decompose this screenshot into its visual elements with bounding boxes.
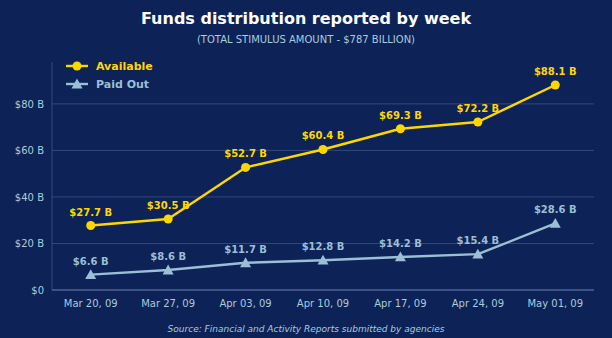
marker [550,218,561,228]
x-tick-label: Apr 03, 09 [219,298,271,309]
data-label: $27.7 B [69,207,112,218]
data-label: $28.6 B [534,204,577,215]
y-axis: $0 $20 B $40 B $60 B $80 B [15,62,594,296]
x-tick-label: Apr 17, 09 [374,298,426,309]
data-label: $12.8 B [302,241,345,252]
plot-area [85,81,561,280]
marker [395,251,406,261]
x-axis-line [52,290,594,291]
data-label: $60.4 B [302,130,345,141]
marker [163,264,174,274]
marker [396,124,405,133]
y-tick-label: $0 [31,285,44,296]
title: Funds distribution reported by week [141,9,471,28]
x-tick-label: May 01, 09 [527,298,583,309]
line [91,85,556,226]
marker [241,163,250,172]
marker [240,257,251,267]
marker [472,249,483,259]
data-label: $6.6 B [73,256,109,267]
legend-marker [73,62,82,71]
marker [473,118,482,127]
legend: Available Paid Out [66,60,153,91]
data-label: $30.5 B [147,200,190,211]
data-labels: $27.7 B $30.5 B $52.7 B $60.4 B $69.3 B $72.2… [69,66,576,267]
data-label: $52.7 B [224,148,267,159]
marker [86,221,95,230]
marker [164,215,173,224]
marker [319,145,328,154]
x-axis: Mar 20, 09 Mar 27, 09 Apr 03, 09 Apr 10, 09… [64,298,583,309]
data-label: $14.2 B [379,238,422,249]
legend-marker [72,79,83,89]
x-tick-label: Mar 20, 09 [64,298,118,309]
marker [551,81,560,90]
marker [318,255,329,265]
x-tick-label: Apr 24, 09 [452,298,504,309]
grid-line [52,196,594,197]
y-tick-label: $20 B [15,238,44,249]
y-axis-line [52,62,53,290]
subtitle: (TOTAL STIMULUS AMOUNT - $787 BILLION) [197,34,415,45]
data-label: $69.3 B [379,110,422,121]
data-label: $72.2 B [456,103,499,114]
y-tick-label: $60 B [15,145,44,156]
legend-label: Paid Out [96,78,149,91]
x-tick-label: Mar 27, 09 [141,298,195,309]
data-label: $11.7 B [224,244,267,255]
data-label: $8.6 B [150,251,186,262]
grid-line [52,290,594,291]
x-tick-label: Apr 10, 09 [297,298,349,309]
marker [85,269,96,279]
y-tick-label: $40 B [15,192,44,203]
y-tick-label: $80 B [15,99,44,110]
data-label: $15.4 B [456,235,499,246]
source: Source: Financial and Activity Reports s… [168,324,445,334]
chart: Funds distribution reported by week (TOTA… [0,0,612,338]
legend-label: Available [96,60,153,73]
line [91,223,556,274]
data-label: $88.1 B [534,66,577,77]
